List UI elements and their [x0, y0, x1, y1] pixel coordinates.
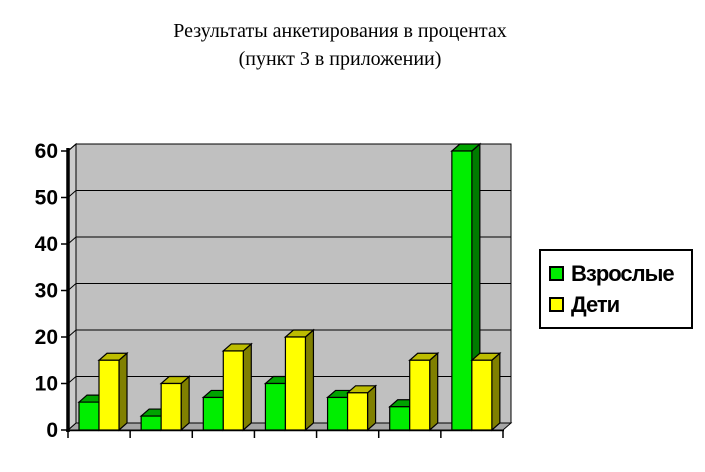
bar-front [78, 401, 100, 431]
bar-side [242, 342, 252, 432]
y-tick-label: 20 [35, 326, 58, 349]
legend-item-children: Дети [549, 291, 691, 317]
legend-item-adults: Взрослые [549, 260, 691, 286]
bar-front [409, 359, 431, 431]
bar-side [429, 351, 439, 432]
y-tick-label: 60 [35, 140, 58, 163]
legend-swatch-adults [549, 266, 564, 281]
chart-title: Результаты анкетирования в процентах (пу… [0, 17, 680, 73]
bar-front [98, 359, 120, 431]
bar-side [491, 351, 501, 432]
y-tick-label: 10 [35, 373, 58, 396]
bar-side [180, 375, 190, 432]
bar-front [346, 392, 369, 431]
bar-front [264, 382, 287, 431]
y-tick-label: 40 [35, 233, 58, 256]
bar-side [118, 351, 128, 432]
legend: Взрослые Дети [539, 249, 693, 329]
bar-front [222, 350, 244, 431]
bar-front [140, 415, 162, 431]
bar-front [202, 396, 224, 431]
legend-label-children: Дети [571, 291, 620, 317]
y-tick-label: 50 [35, 187, 58, 210]
bar-side [304, 328, 315, 432]
bar-front [451, 150, 473, 431]
chart-title-line2: (пункт 3 в приложении) [238, 48, 442, 70]
y-tick-label: 0 [46, 419, 58, 442]
chart-title-line1: Результаты анкетирования в процентах [173, 20, 507, 42]
bar-front [284, 336, 307, 431]
bar-front [389, 406, 411, 431]
legend-swatch-children [549, 297, 564, 312]
bar-front [160, 382, 182, 431]
legend-label-adults: Взрослые [571, 260, 675, 286]
bar-front [326, 396, 349, 431]
y-tick-label: 30 [35, 280, 58, 303]
bar-front [471, 359, 493, 431]
